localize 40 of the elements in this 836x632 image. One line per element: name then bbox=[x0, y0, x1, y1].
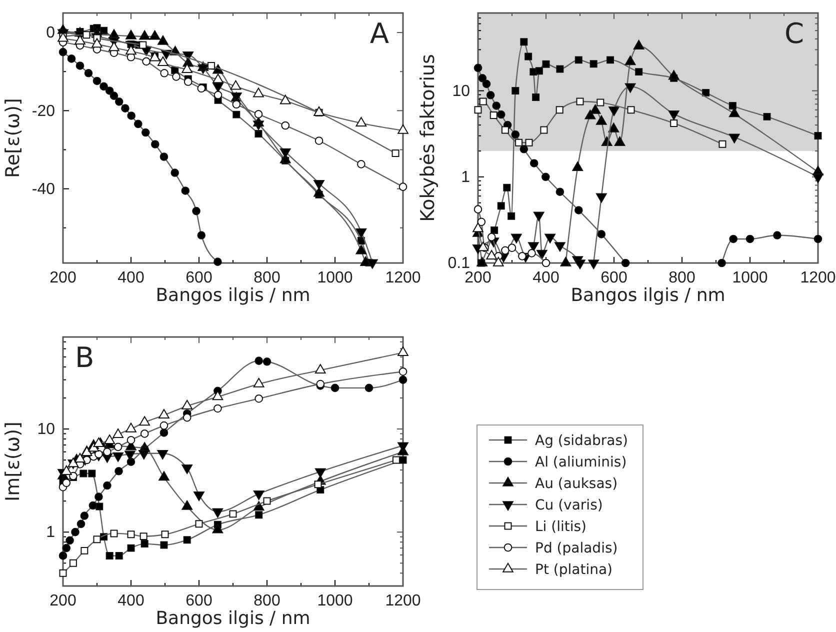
y-axis-title: Im[ε(ω)] bbox=[2, 422, 24, 502]
legend-label: Ag (sidabras) bbox=[535, 433, 628, 449]
y-tick-label: -20 bbox=[32, 102, 56, 120]
x-tick-label: 600 bbox=[600, 269, 628, 286]
legend-label: Li (litis) bbox=[535, 519, 587, 535]
x-tick-label: 1000 bbox=[317, 592, 353, 610]
annotation: C bbox=[784, 17, 804, 50]
x-tick-label: 400 bbox=[118, 269, 144, 286]
legend-label: Au (auksas) bbox=[535, 476, 618, 492]
x-tick-label: 1000 bbox=[317, 269, 353, 286]
x-axis-title: Bangos ilgis / nm bbox=[570, 285, 726, 306]
x-tick-label: 600 bbox=[186, 269, 212, 286]
x-tick-label: 800 bbox=[668, 269, 696, 286]
x-axis-title: Bangos ilgis / nm bbox=[156, 608, 310, 629]
annotation: A bbox=[370, 17, 389, 50]
x-tick-label: 800 bbox=[254, 269, 280, 286]
annotation: B bbox=[75, 341, 94, 374]
y-tick-label: 1 bbox=[461, 169, 470, 186]
legend-label: Pd (paladis) bbox=[535, 540, 618, 556]
x-tick-label: 1200 bbox=[800, 269, 836, 286]
x-tick-label: 1200 bbox=[385, 592, 421, 610]
legend-label: Al (aliuminis) bbox=[535, 454, 627, 470]
x-tick-label: 800 bbox=[254, 592, 280, 610]
y-axis-title: Kokybės faktorius bbox=[417, 54, 439, 222]
y-tick-label: 10 bbox=[37, 421, 56, 438]
x-tick-label: 1200 bbox=[385, 269, 421, 286]
x-tick-label: 400 bbox=[118, 592, 144, 610]
y-tick-label: 1 bbox=[46, 524, 56, 542]
x-tick-label: 400 bbox=[532, 269, 560, 286]
x-tick-label: 600 bbox=[186, 592, 212, 610]
x-tick-label: 200 bbox=[50, 269, 76, 286]
y-tick-label: 10 bbox=[452, 82, 470, 100]
y-tick-label: -40 bbox=[32, 180, 56, 198]
legend-label: Cu (varis) bbox=[535, 498, 603, 514]
y-axis-title: Re[ε(ω)] bbox=[2, 98, 24, 178]
x-axis-title: Bangos ilgis / nm bbox=[156, 285, 310, 306]
y-tick-label: 0 bbox=[46, 24, 56, 42]
legend-label: Pt (platina) bbox=[535, 562, 612, 578]
x-tick-label: 200 bbox=[50, 592, 76, 610]
x-tick-label: 1000 bbox=[732, 269, 768, 286]
